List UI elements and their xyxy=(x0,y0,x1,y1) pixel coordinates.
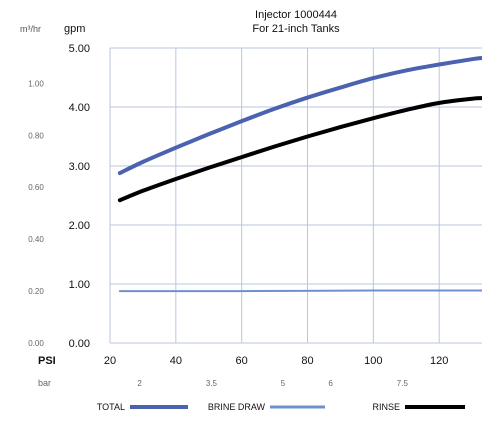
legend-label: TOTAL xyxy=(97,402,125,412)
x-unit-us-label: PSI xyxy=(38,355,56,367)
legend: TOTAL BRINE DRAW RINSE xyxy=(97,402,465,412)
x-tick-label: 100 xyxy=(364,355,382,367)
y-tick-label: 0.00 xyxy=(69,338,90,350)
y-tick-metric-label: 0.60 xyxy=(28,183,44,192)
x-tick-label: 80 xyxy=(301,355,313,367)
x-tick-metric-label: 6 xyxy=(328,379,333,388)
grid xyxy=(109,47,482,344)
x-unit-metric-label: bar xyxy=(38,378,51,388)
series-line-brine-draw xyxy=(118,289,482,293)
y-tick-label: 1.00 xyxy=(69,279,90,291)
y-tick-metric-label: 1.00 xyxy=(28,79,44,88)
y-tick-label: 4.00 xyxy=(69,102,90,114)
x-tick-label: 60 xyxy=(236,355,248,367)
x-tick-label: 40 xyxy=(170,355,182,367)
series-line-rinse xyxy=(117,96,482,203)
y-tick-label: 2.00 xyxy=(69,220,90,232)
series-line-total xyxy=(117,56,482,176)
x-tick-metric-label: 3.5 xyxy=(206,379,218,388)
chart-subtitle: For 21-inch Tanks xyxy=(252,23,340,35)
chart-title: Injector 1000444 xyxy=(255,9,337,21)
y-tick-metric-label: 0.40 xyxy=(28,235,44,244)
x-tick-label: 120 xyxy=(430,355,448,367)
y-tick-metric-label: 0.80 xyxy=(28,131,44,140)
x-tick-metric-label: 7.5 xyxy=(397,379,409,388)
x-tick-label: 20 xyxy=(104,355,116,367)
series-group xyxy=(117,56,482,293)
y-unit-us-label: gpm xyxy=(64,23,85,35)
legend-label: BRINE DRAW xyxy=(208,402,266,412)
y-tick-metric-label: 0.00 xyxy=(28,339,44,348)
x-tick-metric-label: 5 xyxy=(281,379,286,388)
legend-label: RINSE xyxy=(372,402,400,412)
y-tick-label: 3.00 xyxy=(69,161,90,173)
tick-labels: 0.00 1.00 2.00 3.00 4.00 5.00 0.00 0.20 0.40 0.60… xyxy=(28,43,448,388)
y-tick-label: 5.00 xyxy=(69,43,90,55)
y-unit-metric-label: m³/hr xyxy=(20,24,41,34)
x-tick-metric-label: 2 xyxy=(137,379,142,388)
y-tick-metric-label: 0.20 xyxy=(28,287,44,296)
